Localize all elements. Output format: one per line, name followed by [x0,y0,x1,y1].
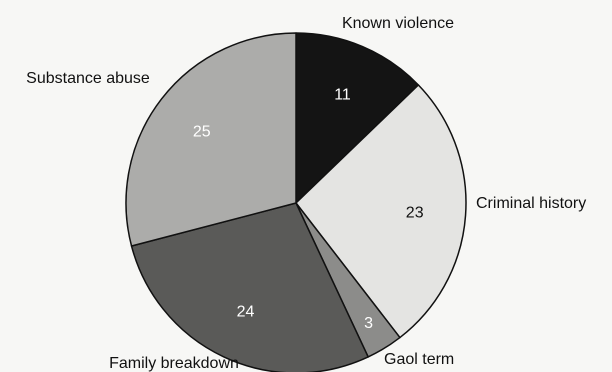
value-labels: 11 23 3 24 25 [193,87,424,333]
pie-slices [125,32,467,372]
category-label-criminal-history: Criminal history [476,195,586,212]
category-label-known-violence: Known violence [342,15,454,32]
value-label-gaol-term: 3 [364,315,373,332]
category-label-substance-abuse: Substance abuse [26,70,150,87]
value-label-known-violence: 11 [334,87,351,104]
value-label-criminal-history: 23 [406,205,424,222]
pie-slice-known-violence [295,32,420,204]
pie-slice-criminal-history [295,84,467,339]
category-label-gaol-term: Gaol term [384,351,454,368]
category-label-family-breakdown: Family breakdown [109,355,239,372]
pie-slice-family-breakdown [130,202,369,372]
category-labels: Known violence Criminal history Gaol term F… [26,15,586,372]
pie-slice-substance-abuse [125,32,297,247]
value-label-family-breakdown: 24 [237,304,255,321]
value-label-substance-abuse: 25 [193,123,211,140]
